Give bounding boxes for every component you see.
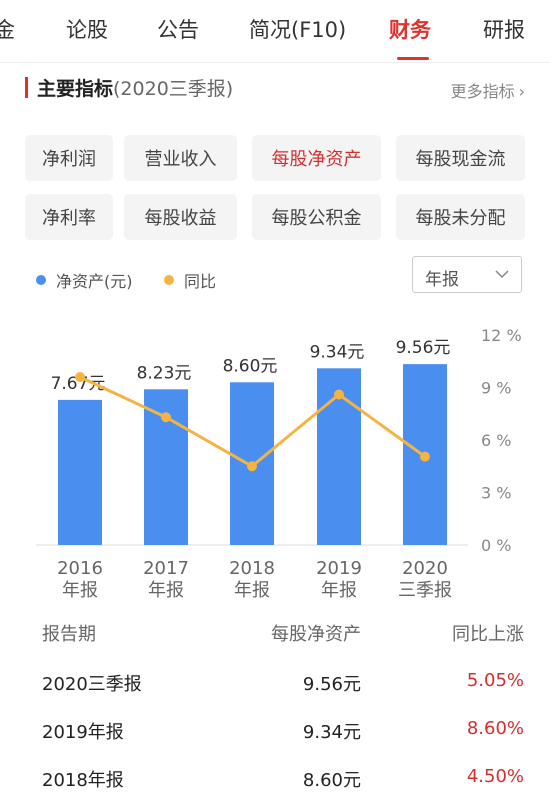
chevron-down-icon xyxy=(495,270,509,279)
metric-nav-per-share[interactable]: 每股净资产 xyxy=(252,135,381,181)
x-axis-tick: 2017 xyxy=(143,558,189,579)
tab-finance[interactable]: 财务 xyxy=(389,18,431,42)
x-axis-tick: 年报 xyxy=(321,580,357,601)
right-axis-tick: 6 % xyxy=(481,431,511,450)
cell-nav: 9.56元 xyxy=(302,674,361,695)
yoy-point xyxy=(334,389,344,400)
metric-eps[interactable]: 每股收益 xyxy=(124,194,237,240)
more-indicators-label: 更多指标 xyxy=(450,82,515,101)
right-axis-tick: 12 % xyxy=(481,326,522,345)
tabbar-divider xyxy=(0,62,550,63)
header-period: 报告期 xyxy=(42,624,96,645)
right-axis-tick: 3 % xyxy=(481,484,511,503)
header-yoy-change: 同比上涨 xyxy=(452,624,524,645)
yoy-point xyxy=(420,451,430,462)
period-select[interactable]: 年报 xyxy=(412,256,522,293)
section-accent-bar xyxy=(25,77,28,98)
bar-data-label: 8.60元 xyxy=(223,356,278,376)
legend-dot-line xyxy=(164,275,174,285)
cell-yoy: 4.50% xyxy=(466,766,524,787)
tab-announcements[interactable]: 公告 xyxy=(157,18,199,42)
cell-period: 2019年报 xyxy=(42,722,124,743)
right-axis-tick: 0 % xyxy=(481,536,511,555)
cell-nav: 9.34元 xyxy=(302,722,361,743)
bar-data-label: 8.23元 xyxy=(137,363,192,383)
table-row[interactable]: 2018年报 8.60元 4.50% xyxy=(0,766,550,796)
table-row[interactable]: 2020三季报 9.56元 5.05% xyxy=(0,670,550,710)
metric-revenue[interactable]: 营业收入 xyxy=(124,135,237,181)
metric-net-profit[interactable]: 净利润 xyxy=(25,135,113,181)
legend-dot-bar xyxy=(36,275,46,285)
legend-item-nav: 净资产(元) xyxy=(36,268,133,292)
bar-data-label: 9.34元 xyxy=(310,342,365,362)
bar-data-label: 7.67元 xyxy=(51,374,106,394)
top-tab-bar: 金 论股 公告 简况(F10) 财务 研报 xyxy=(0,0,550,62)
legend-label-yoy: 同比 xyxy=(184,272,217,291)
tab-research[interactable]: 研报 xyxy=(483,18,525,42)
cell-yoy: 8.60% xyxy=(466,718,524,739)
section-header: 主要指标(2020三季报) 更多指标 › xyxy=(0,68,550,108)
metric-undistributed-per-share[interactable]: 每股未分配 xyxy=(396,194,525,240)
right-axis-tick: 9 % xyxy=(481,379,511,398)
table-row[interactable]: 2019年报 9.34元 8.60% xyxy=(0,718,550,758)
x-axis-tick: 年报 xyxy=(148,580,184,601)
cell-period: 2018年报 xyxy=(42,770,124,791)
yoy-point xyxy=(247,461,257,472)
bar xyxy=(58,399,102,545)
metric-cashflow-per-share[interactable]: 每股现金流 xyxy=(396,135,525,181)
chevron-right-icon: › xyxy=(518,82,525,101)
active-tab-indicator xyxy=(397,57,429,60)
yoy-point xyxy=(75,372,85,382)
chart-canvas: 0 % 3 % 6 % 9 % 12 % 7.67元 8.23元 8.60元 9.34元 9.56… xyxy=(36,326,522,601)
more-indicators-link[interactable]: 更多指标 › xyxy=(451,78,525,102)
x-axis-tick: 年报 xyxy=(62,580,98,601)
legend-label-nav: 净资产(元) xyxy=(56,272,133,291)
yoy-point xyxy=(161,412,171,423)
section-title: 主要指标(2020三季报) xyxy=(37,74,233,101)
cell-period: 2020三季报 xyxy=(42,674,142,695)
legend-item-yoy: 同比 xyxy=(164,268,216,292)
x-axis-tick: 2018 xyxy=(229,558,275,579)
x-axis-tick: 年报 xyxy=(234,580,270,601)
tab-partial[interactable]: 金 xyxy=(0,18,15,42)
metric-reserve-per-share[interactable]: 每股公积金 xyxy=(252,194,381,240)
tab-discussion[interactable]: 论股 xyxy=(66,18,108,42)
period-select-value: 年报 xyxy=(425,270,459,290)
metric-net-margin[interactable]: 净利率 xyxy=(25,194,113,240)
tab-profile-f10[interactable]: 简况(F10) xyxy=(249,18,347,42)
section-title-main: 主要指标 xyxy=(37,78,114,100)
header-nav-per-share: 每股净资产 xyxy=(271,624,361,645)
nav-chart: 0 % 3 % 6 % 9 % 12 % 7.67元 8.23元 8.60元 9.34元 9.56… xyxy=(0,318,550,608)
x-axis-tick: 2019 xyxy=(316,558,362,579)
x-axis-tick: 2020 xyxy=(402,558,448,579)
bar-data-label: 9.56元 xyxy=(396,338,451,358)
cell-nav: 8.60元 xyxy=(302,770,361,791)
cell-yoy: 5.05% xyxy=(466,670,524,691)
x-axis-tick: 三季报 xyxy=(398,580,452,601)
x-axis-tick: 2016 xyxy=(57,558,103,579)
section-title-period: (2020三季报) xyxy=(113,78,234,100)
table-header: 报告期 每股净资产 同比上涨 xyxy=(0,606,550,646)
